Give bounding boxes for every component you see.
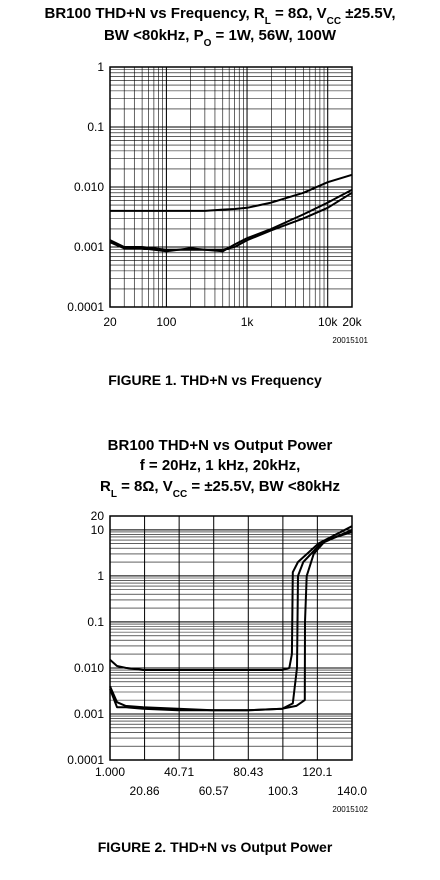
y-tick-label: 0.1 [87, 615, 104, 629]
title-text: = ±25.5V, BW <80kHz [187, 478, 340, 495]
title-text: BR100 THD+N vs Output Power [108, 437, 333, 454]
series-line [109, 191, 353, 251]
series-line [109, 528, 353, 712]
x-tick-label: 100 [156, 315, 176, 329]
x-tick-label: 1k [241, 315, 255, 329]
title-text: BR100 THD+N vs Frequency, R [45, 5, 265, 22]
y-tick-label: 0.001 [74, 240, 104, 254]
x-tick-label: 1.000 [95, 765, 125, 779]
figure-caption: FIGURE 2. THD+N vs Output Power [98, 839, 333, 855]
subscript: CC [173, 489, 187, 500]
x-tick-label: 10k [318, 315, 338, 329]
series-line [109, 188, 353, 253]
series-line [109, 531, 353, 712]
y-tick-label: 1 [97, 60, 104, 74]
y-tick-label: 0.010 [74, 180, 104, 194]
plot-frame [109, 515, 353, 761]
title-text: = 8Ω, V [117, 478, 173, 495]
figure-code: 20015101 [332, 336, 368, 345]
x-tick-label: 100.3 [268, 784, 298, 798]
title-text: ±25.5V, [341, 5, 395, 22]
y-tick-label: 10 [91, 523, 105, 537]
title-text: = 1W, 56W, 100W [211, 27, 336, 44]
subscript: O [204, 38, 212, 49]
x-tick-label: 80.43 [233, 765, 263, 779]
x-tick-label: 20k [342, 315, 362, 329]
chart-title: BR100 THD+N vs Frequency, RL = 8Ω, VCC ±… [45, 5, 396, 27]
y-tick-label: 1 [97, 569, 104, 583]
y-tick-label: 0.0001 [67, 753, 104, 767]
title-text: = 8Ω, V [271, 5, 327, 22]
x-tick-label: 40.71 [164, 765, 194, 779]
x-tick-label: 20.86 [130, 784, 160, 798]
x-tick-label: 120.1 [302, 765, 332, 779]
chart-title: f = 20Hz, 1 kHz, 20kHz, [140, 457, 301, 474]
series-line [110, 173, 353, 212]
chart-title: RL = 8Ω, VCC = ±25.5V, BW <80kHz [100, 478, 340, 500]
title-text: f = 20Hz, 1 kHz, 20kHz, [140, 457, 301, 474]
y-tick-label: 20 [91, 509, 105, 523]
x-tick-label: 140.0 [337, 784, 367, 798]
x-tick-label: 60.57 [199, 784, 229, 798]
series-line [109, 525, 353, 671]
y-tick-label: 0.010 [74, 661, 104, 675]
subscript: L [265, 16, 271, 27]
title-text: BW <80kHz, P [104, 27, 204, 44]
chart-title: BW <80kHz, PO = 1W, 56W, 100W [104, 27, 337, 49]
subscript: L [111, 489, 117, 500]
y-tick-label: 0.1 [87, 120, 104, 134]
y-tick-label: 0.0001 [67, 300, 104, 314]
title-text: R [100, 478, 111, 495]
figure-code: 20015102 [332, 805, 368, 814]
x-tick-label: 20 [103, 315, 117, 329]
chart-title: BR100 THD+N vs Output Power [108, 437, 333, 454]
subscript: CC [327, 16, 341, 27]
plot-frame [109, 66, 353, 308]
y-tick-label: 0.001 [74, 707, 104, 721]
figure-caption: FIGURE 1. THD+N vs Frequency [108, 372, 322, 388]
